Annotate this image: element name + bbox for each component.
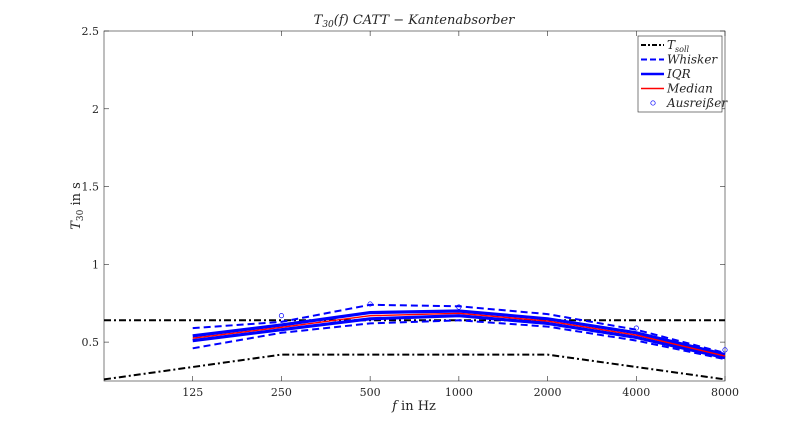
y-axis-subscript: 30	[76, 209, 86, 221]
x-tick-label: 4000	[622, 386, 650, 399]
series-line-iqr_upper	[192, 309, 726, 357]
x-tick-label: 2000	[534, 386, 562, 399]
legend-marker-outlier	[650, 100, 656, 106]
y-tick-label: 0.5	[82, 336, 100, 349]
plot-area	[103, 30, 726, 382]
legend-label-iqr: IQR	[666, 67, 691, 81]
x-tick-label: 1000	[445, 386, 473, 399]
series-layer	[103, 303, 726, 381]
x-axis-variable: f	[391, 399, 399, 414]
legend-item-whisker: Whisker	[641, 53, 718, 67]
legend-label-tsoll: Tsoll	[667, 38, 689, 54]
x-tick-label: 500	[360, 386, 381, 399]
series-line-whisker_lower	[192, 319, 726, 361]
chart-title: T30(f) CATT − Kantenabsorber	[314, 13, 516, 30]
x-tick-label: 125	[182, 386, 203, 399]
legend-item-outlier: Ausreißer	[650, 96, 728, 110]
series-line-tsoll_lower	[103, 353, 726, 381]
x-tick-label: 250	[271, 386, 292, 399]
outlier-point	[633, 325, 639, 331]
legend-label-whisker: Whisker	[667, 53, 718, 67]
y-axis-unit: in s	[69, 182, 84, 209]
legend-item-iqr: IQR	[641, 67, 691, 81]
series-line-median	[192, 312, 726, 357]
y-tick-label: 2.5	[82, 25, 100, 38]
legend-label-median: Median	[666, 82, 713, 96]
x-tick-label: 8000	[711, 386, 739, 399]
legend-label-outlier: Ausreißer	[666, 96, 728, 110]
y-tick-label: 1	[92, 258, 99, 271]
outlier-point	[278, 313, 284, 319]
title-subscript: 30	[322, 20, 334, 30]
y-tick-label: 2	[92, 103, 99, 116]
y-axis-variable: T	[69, 220, 84, 230]
title-rest: (f) CATT − Kantenabsorber	[334, 13, 515, 28]
x-axis-unit: in Hz	[397, 399, 436, 414]
y-axis-label: T30 in s	[69, 182, 86, 230]
outlier-point	[722, 347, 728, 353]
legend-item-median: Median	[641, 82, 713, 96]
series-line-iqr_lower	[192, 314, 726, 360]
outlier-layer	[278, 301, 728, 353]
outlier-point	[367, 301, 373, 307]
legend-item-tsoll: Tsoll	[641, 38, 689, 54]
x-axis-label: f in Hz	[391, 399, 436, 414]
series-line-whisker_upper	[192, 303, 726, 354]
title-variable: T	[314, 13, 324, 28]
outlier-point	[456, 304, 462, 310]
y-tick-label: 1.5	[82, 181, 100, 194]
